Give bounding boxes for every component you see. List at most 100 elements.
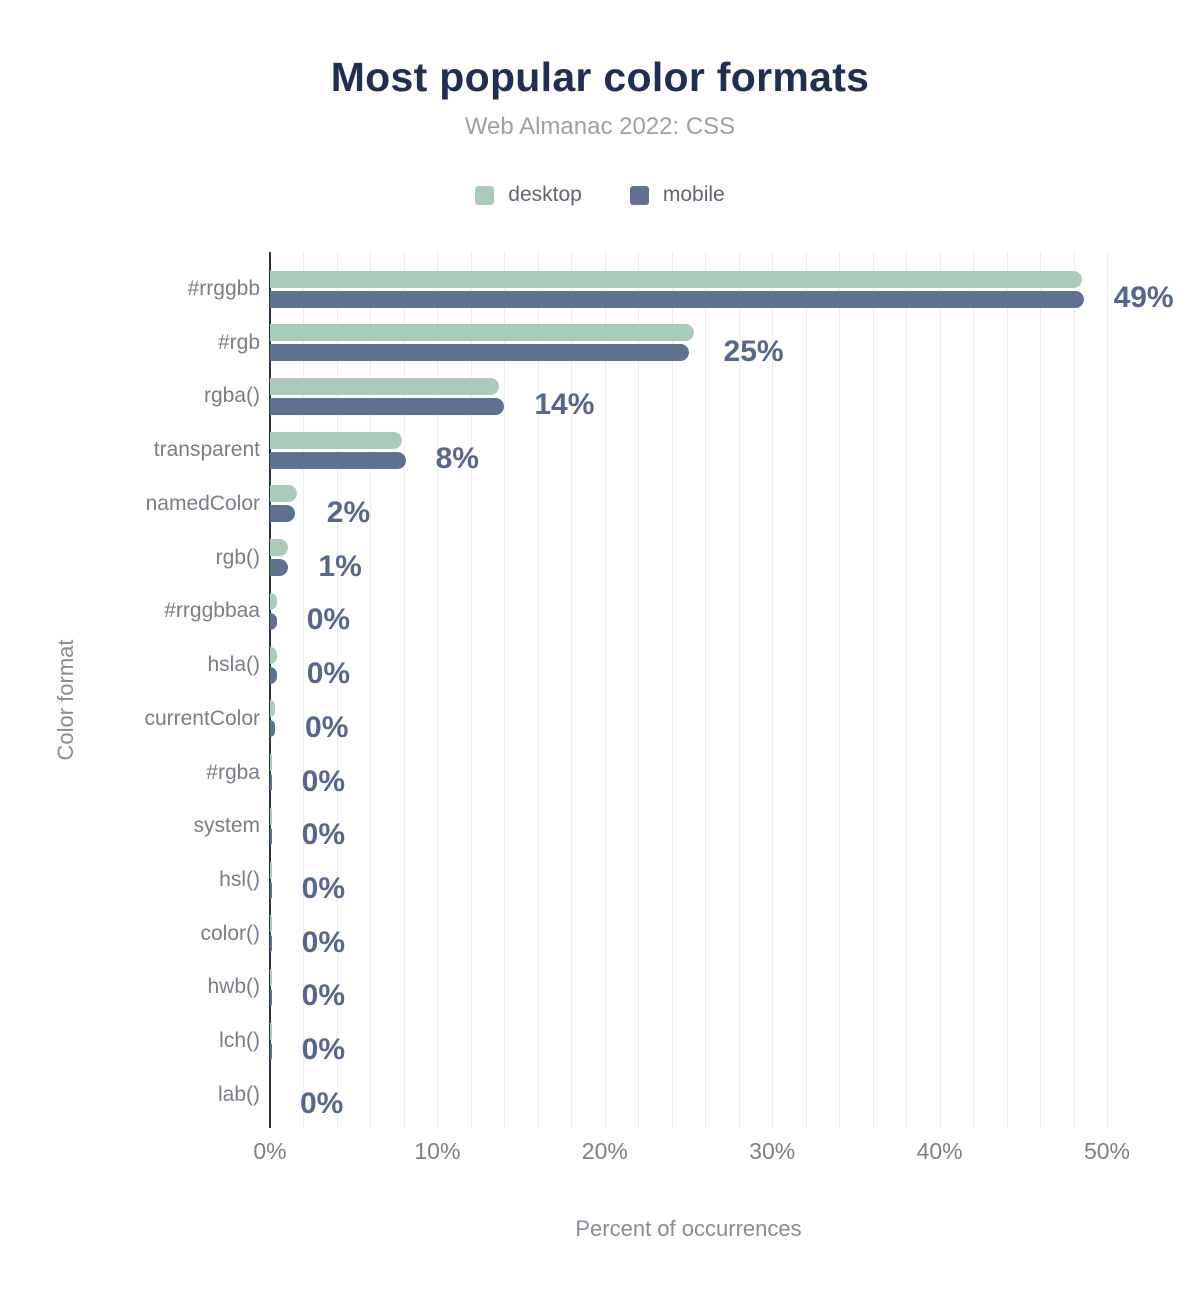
bar-desktop[interactable] (270, 431, 403, 449)
bar-desktop[interactable] (270, 324, 694, 342)
legend-item-mobile[interactable]: mobile (629, 183, 725, 207)
category-label: #rrggbb (187, 277, 260, 300)
gridline (504, 252, 506, 1128)
category-label: #rgba (206, 760, 260, 784)
chart-title: Most popular color formats (330, 54, 870, 100)
bar-desktop[interactable] (270, 807, 272, 825)
bar-desktop[interactable] (270, 915, 272, 933)
bar-mobile[interactable] (270, 612, 277, 630)
gridline (772, 252, 774, 1128)
bar-mobile[interactable] (270, 559, 289, 577)
gridline (805, 252, 807, 1128)
bar-mobile[interactable] (270, 397, 505, 415)
category-label: lab() (217, 1082, 260, 1106)
gridline (1006, 252, 1008, 1128)
chart-subtitle: Web Almanac 2022: CSS (464, 113, 736, 140)
category-label: rgba() (203, 384, 260, 408)
value-label: 0% (301, 818, 346, 852)
bar-desktop[interactable] (270, 700, 276, 718)
bar-mobile[interactable] (270, 290, 1084, 308)
category-label: hsla() (207, 653, 260, 677)
legend-swatch-desktop-icon (475, 185, 495, 205)
category-label: system (193, 814, 260, 838)
bar-desktop[interactable] (270, 539, 289, 557)
bar-mobile[interactable] (270, 774, 272, 792)
x-axis-title: Percent of occurrences (575, 1216, 802, 1241)
bar-mobile[interactable] (270, 666, 277, 684)
value-label: 0% (301, 764, 346, 798)
gridline (973, 252, 975, 1128)
bar-mobile[interactable] (270, 988, 272, 1006)
value-label: 49% (1113, 281, 1174, 314)
bar-desktop[interactable] (270, 592, 277, 610)
value-label: 14% (534, 388, 595, 422)
gridline (939, 252, 941, 1128)
bar-mobile[interactable] (270, 451, 406, 469)
gridline (705, 252, 707, 1128)
legend-item-desktop[interactable]: desktop (475, 183, 582, 207)
gridline (1073, 252, 1075, 1128)
gridline (906, 252, 908, 1128)
bar-mobile[interactable] (270, 505, 296, 523)
bar-mobile[interactable] (270, 827, 272, 845)
value-label: 0% (306, 657, 351, 691)
gridline (336, 252, 338, 1128)
bar-mobile[interactable] (270, 720, 276, 738)
value-label: 0% (306, 603, 351, 637)
gridline (638, 252, 640, 1128)
x-tick-label: 30% (749, 1138, 796, 1164)
gridline (839, 252, 841, 1128)
category-label: transparent (153, 438, 260, 462)
bar-mobile[interactable] (270, 935, 272, 953)
bar-desktop[interactable] (270, 1022, 272, 1040)
x-tick-label: 50% (1083, 1138, 1131, 1164)
gridline (738, 252, 740, 1128)
value-label: 0% (301, 979, 346, 1013)
value-label: 0% (305, 710, 349, 744)
value-label: 0% (301, 872, 346, 906)
bar-desktop[interactable] (270, 485, 297, 503)
bar-desktop[interactable] (270, 377, 500, 395)
gridline (537, 252, 539, 1128)
gridline (1107, 252, 1108, 1128)
legend-label-mobile: mobile (662, 183, 725, 206)
value-label: 2% (326, 495, 371, 529)
legend-swatch-mobile-icon (629, 185, 649, 205)
category-label: hsl() (219, 868, 260, 892)
bar-mobile[interactable] (270, 344, 689, 362)
category-label: #rgb (217, 330, 260, 354)
gridline (1040, 252, 1042, 1128)
legend: desktop mobile (0, 183, 1200, 207)
bar-mobile[interactable] (270, 881, 272, 899)
value-label: 1% (318, 549, 362, 583)
gridline (303, 252, 305, 1128)
legend-label-desktop: desktop (508, 183, 582, 206)
gridline (370, 252, 372, 1128)
category-label: color() (200, 921, 260, 945)
value-label: 0% (300, 1086, 344, 1120)
gridline (571, 252, 573, 1128)
bar-desktop[interactable] (270, 754, 272, 772)
y-axis-line (269, 252, 271, 1128)
bar-mobile[interactable] (270, 1042, 272, 1060)
value-label: 8% (435, 442, 479, 476)
bar-desktop[interactable] (270, 646, 277, 664)
category-label: hwb() (207, 975, 260, 999)
gridline (872, 252, 874, 1128)
gridline (470, 252, 472, 1128)
value-label: 25% (723, 334, 784, 368)
y-axis-title: Color format (53, 639, 78, 761)
bar-desktop[interactable] (270, 270, 1082, 288)
x-tick-label: 20% (581, 1138, 628, 1164)
bar-desktop[interactable] (270, 968, 272, 986)
value-label: 0% (301, 925, 346, 959)
gridline (671, 252, 673, 1128)
bar-desktop[interactable] (270, 861, 272, 879)
category-label: rgb() (215, 545, 260, 569)
category-label: namedColor (145, 491, 260, 515)
gridline (403, 252, 405, 1128)
gridline (604, 252, 606, 1128)
value-label: 0% (301, 1033, 346, 1067)
